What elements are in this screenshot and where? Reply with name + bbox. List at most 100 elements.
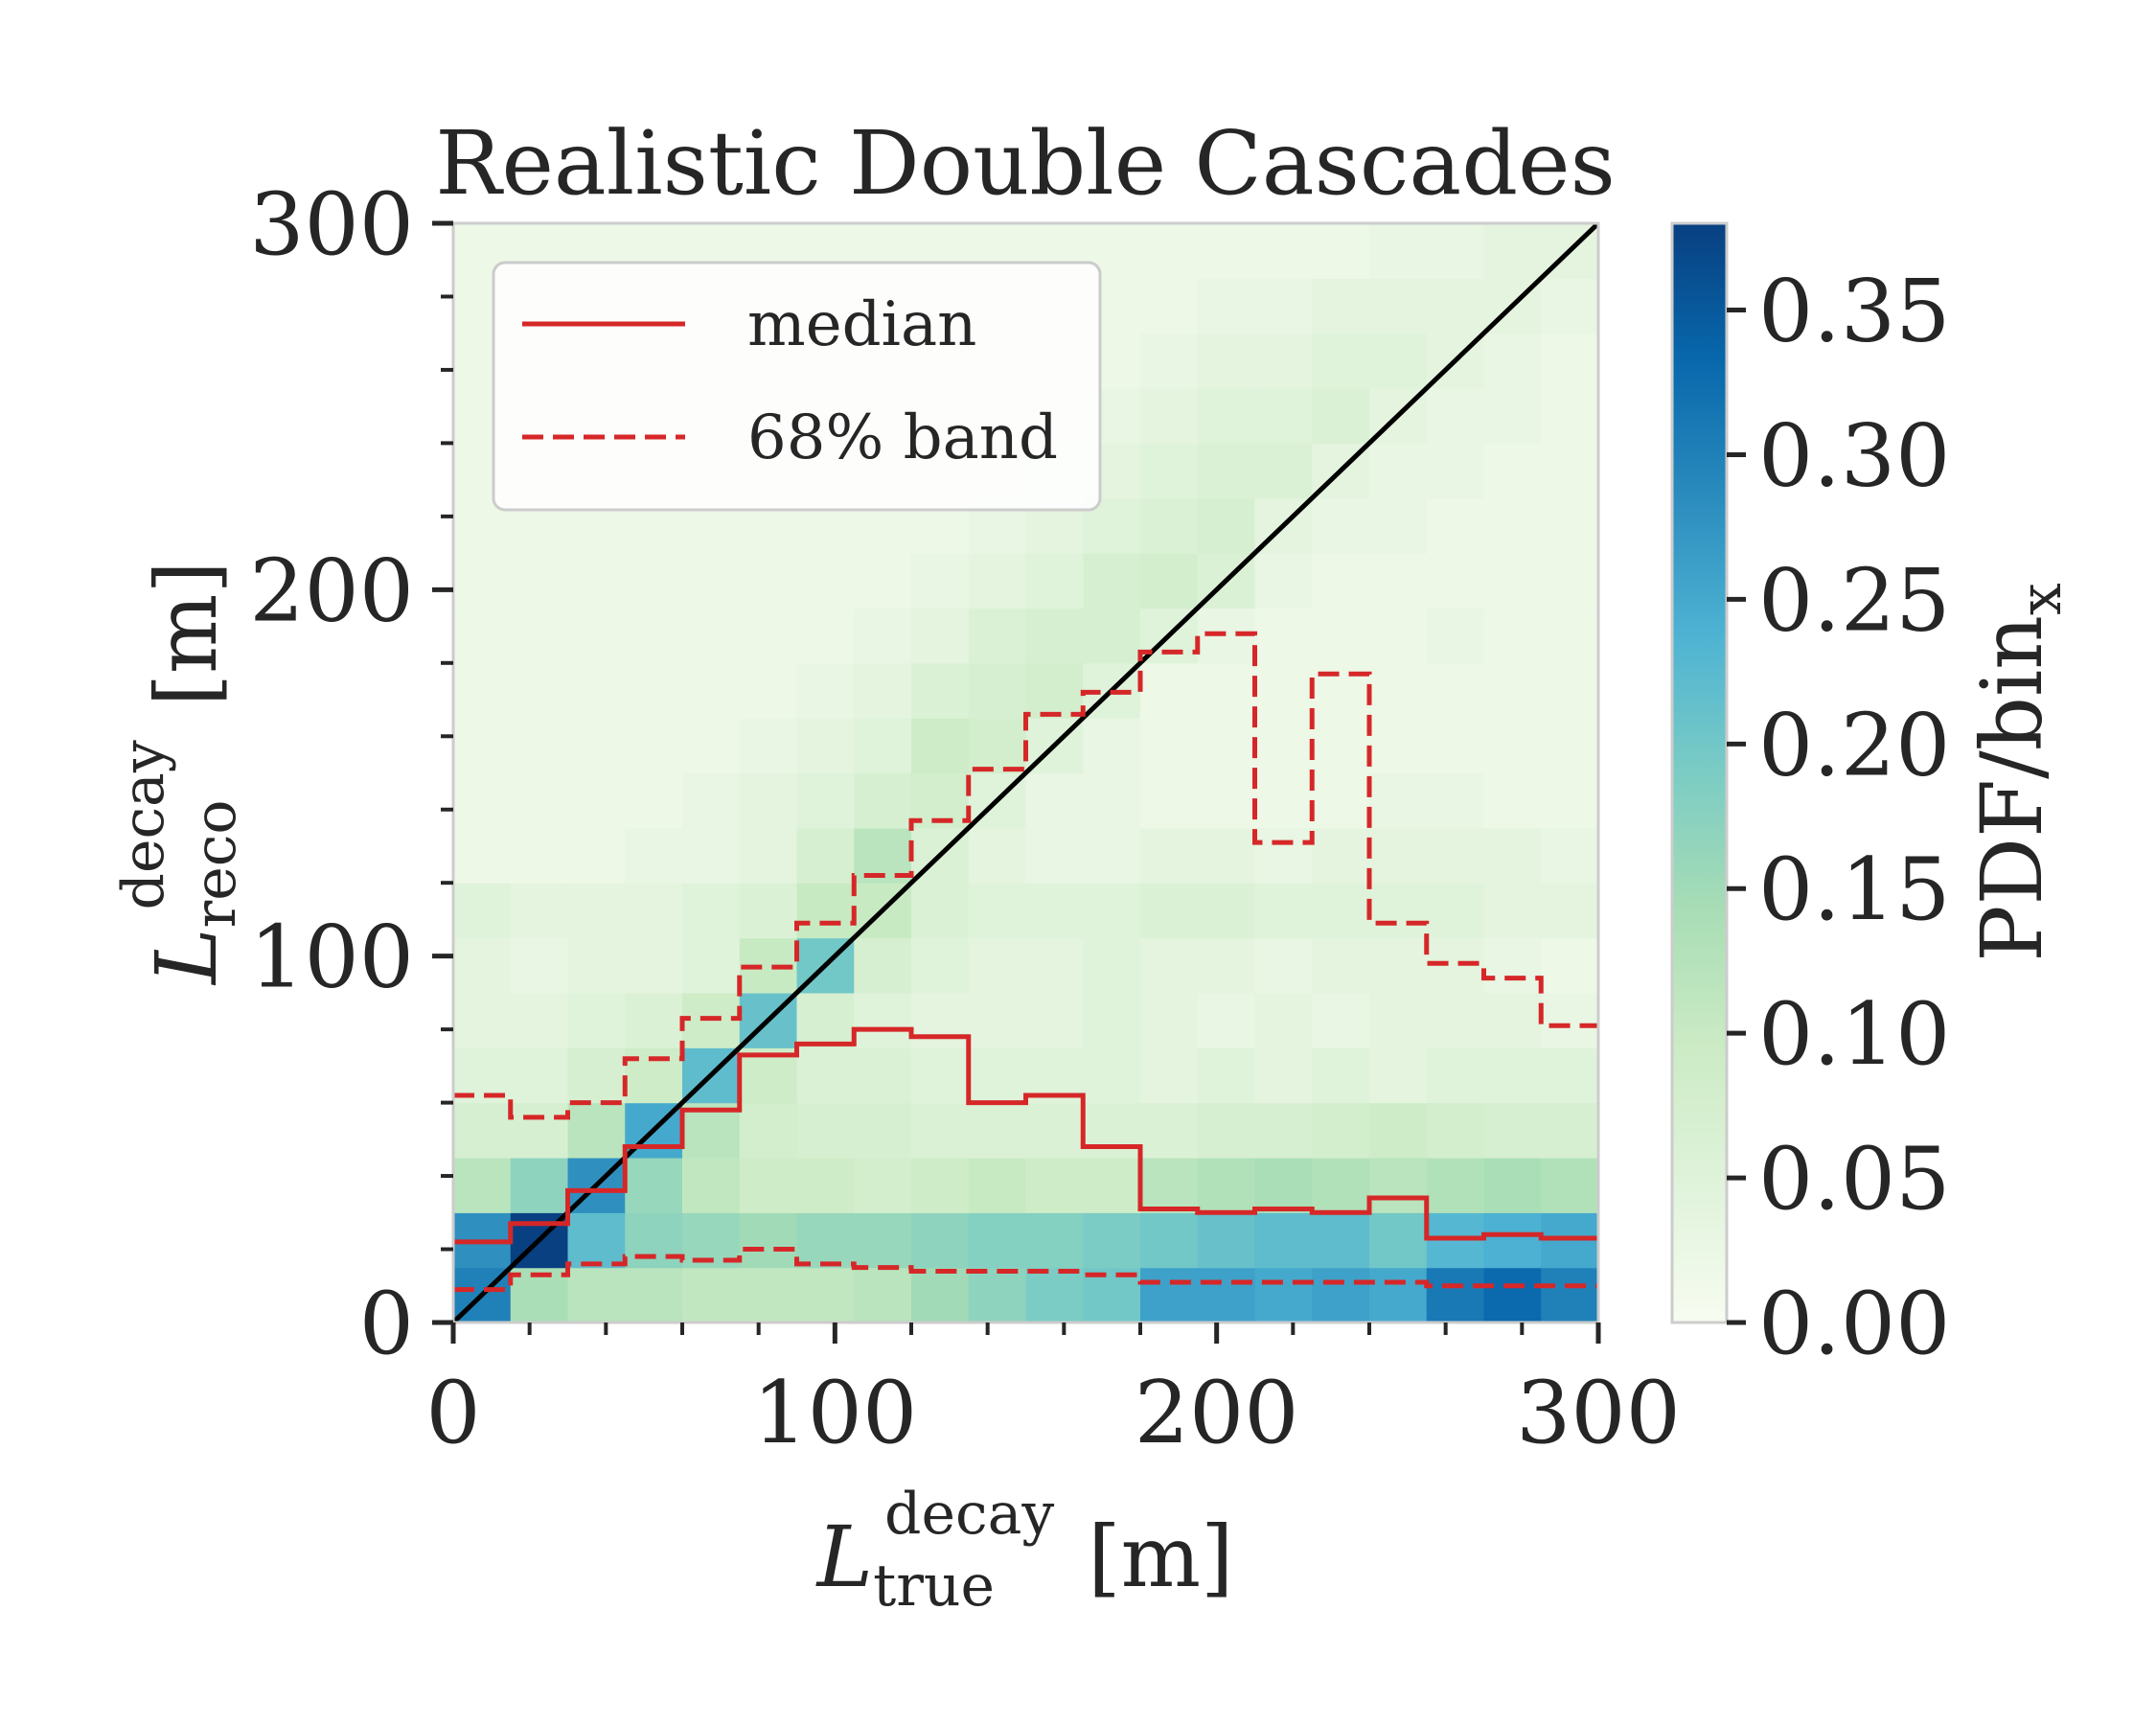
heatmap-cell	[1483, 1102, 1542, 1159]
heatmap-cell	[1197, 497, 1256, 554]
heatmap-cell	[1369, 608, 1428, 664]
heatmap-cell	[854, 718, 912, 774]
heatmap-cell	[1140, 1102, 1199, 1159]
heatmap-cell	[911, 937, 970, 994]
heatmap-cell	[796, 1267, 855, 1322]
heatmap-cell	[1483, 772, 1542, 829]
heatmap-cell	[1483, 1267, 1542, 1322]
heatmap-cell	[1369, 1267, 1428, 1322]
x-tick-label: 0	[425, 1363, 480, 1463]
heatmap-cell	[1369, 553, 1428, 610]
heatmap-cell	[1369, 1212, 1428, 1269]
heatmap-cell	[739, 827, 798, 884]
diagonal-line	[453, 223, 1598, 1322]
heatmap-cell	[453, 553, 512, 610]
heatmap-cell	[1140, 992, 1199, 1048]
heatmap-cell	[1312, 1267, 1370, 1322]
y-tick-label: 100	[249, 908, 414, 1008]
heatmap-cell	[1369, 883, 1428, 939]
heatmap-cell	[567, 827, 626, 884]
heatmap-cell	[968, 1212, 1027, 1269]
heatmap-cell	[1140, 1212, 1199, 1269]
heatmap-cell	[1025, 772, 1084, 829]
heatmap-cell	[1426, 883, 1485, 939]
heatmap-cell	[739, 1102, 798, 1159]
x-axis-label: Ltruedecay [m]	[815, 1481, 1234, 1620]
heatmap-cell	[968, 1157, 1027, 1213]
heatmap-cell	[567, 718, 626, 774]
heatmap-cell	[453, 1157, 512, 1213]
heatmap-cell	[1483, 1212, 1542, 1269]
heatmap-cell	[453, 883, 512, 939]
heatmap-cell	[1197, 333, 1256, 389]
heatmap-cell	[1369, 937, 1428, 994]
heatmap-cell	[968, 992, 1027, 1048]
heatmap-cell	[1197, 1157, 1256, 1213]
heatmap-cell	[567, 662, 626, 719]
heatmap-cell	[854, 608, 912, 664]
heatmap-cell	[1369, 662, 1428, 719]
heatmap-cell	[968, 718, 1027, 774]
heatmap-cell	[1025, 608, 1084, 664]
heatmap-cell	[1140, 937, 1199, 994]
y-tick-label: 0	[359, 1274, 414, 1374]
x-tick-label: 300	[1516, 1363, 1681, 1463]
heatmap-cell	[739, 553, 798, 610]
heatmap-cell	[1312, 992, 1370, 1048]
heatmap-cell	[1254, 883, 1313, 939]
colorbar-ticks: 0.00 0.05 0.10 0.15 0.20 0.25 0.30 0.35	[1727, 262, 1950, 1374]
heatmap-cell	[682, 772, 741, 829]
heatmap-cell	[1426, 1047, 1485, 1104]
heatmap-cell	[1483, 223, 1542, 279]
heatmap-cell	[1197, 662, 1256, 719]
heatmap-cell	[625, 883, 683, 939]
heatmap-cell	[682, 553, 741, 610]
heatmap-cell	[854, 937, 912, 994]
heatmap-cell	[1483, 553, 1542, 610]
heatmap-cell	[1369, 772, 1428, 829]
colorbar-label-main: PDF/bin	[1962, 615, 2061, 962]
heatmap-cell	[796, 608, 855, 664]
heatmap-cell	[1197, 772, 1256, 829]
heatmap-cell	[1541, 443, 1598, 499]
y-tick-label: 300	[249, 174, 414, 275]
heatmap-cell	[1426, 497, 1485, 554]
heatmap-cell	[1541, 1267, 1598, 1322]
heatmap-cell	[1083, 1157, 1141, 1213]
heatmap-cell	[1025, 1102, 1084, 1159]
heatmap-cell	[1312, 718, 1370, 774]
heatmap-cell	[1369, 333, 1428, 389]
heatmap-cell	[739, 662, 798, 719]
heatmap-cell	[1483, 1157, 1542, 1213]
colorbar-label-sub: x	[2007, 583, 2075, 615]
heatmap-cell	[1254, 1047, 1313, 1104]
heatmap-cell	[1197, 883, 1256, 939]
heatmap-cell	[1254, 553, 1313, 610]
heatmap-cell	[1312, 497, 1370, 554]
heatmap-cell	[1312, 278, 1370, 334]
heatmap-cell	[1197, 1267, 1256, 1322]
heatmap-cell	[1083, 718, 1141, 774]
heatmap-cell	[1426, 1102, 1485, 1159]
heatmap-cell	[510, 1047, 569, 1104]
heatmap-cell	[968, 1102, 1027, 1159]
heatmap-cell	[968, 608, 1027, 664]
y-axis: 0 100 200 300	[249, 174, 453, 1374]
heatmap-cell	[1083, 992, 1141, 1048]
heatmap-cell	[854, 1102, 912, 1159]
heatmap-cell	[1541, 772, 1598, 829]
heatmap-cell	[682, 1157, 741, 1213]
heatmap-cell	[1541, 937, 1598, 994]
heatmap-cell	[1426, 278, 1485, 334]
heatmap-cell	[1426, 662, 1485, 719]
heatmap-cell	[1483, 608, 1542, 664]
heatmap-cell	[1254, 827, 1313, 884]
heatmap-cell	[1541, 1047, 1598, 1104]
heatmap-cell	[1083, 1047, 1141, 1104]
y-axis-label-sup: decay	[110, 740, 177, 909]
heatmap-cell	[1312, 1102, 1370, 1159]
heatmap-cell	[1140, 443, 1199, 499]
x-tick-label: 100	[752, 1363, 917, 1463]
heatmap-cell	[1254, 223, 1313, 279]
heatmap-cell	[1140, 1157, 1199, 1213]
